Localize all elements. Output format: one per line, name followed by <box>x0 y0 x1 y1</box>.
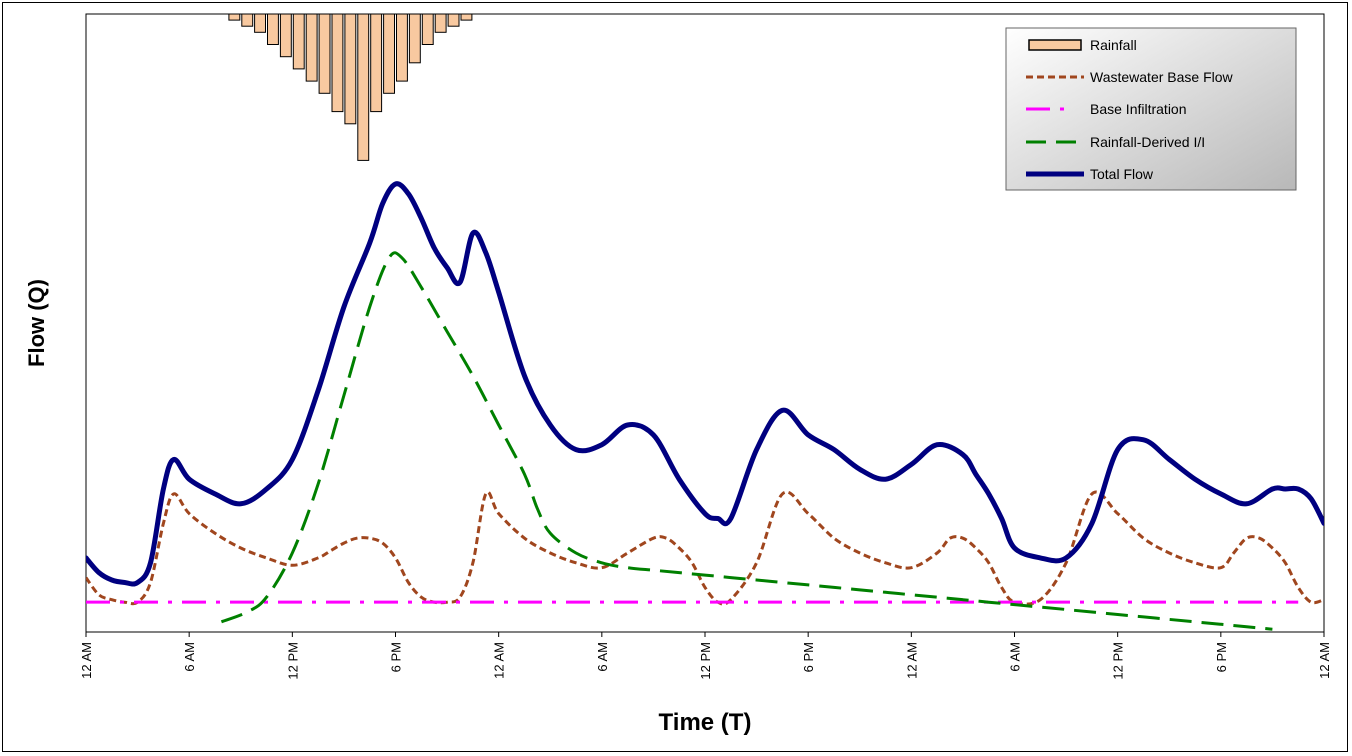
legend-label-rdii: Rainfall-Derived I/I <box>1090 134 1205 150</box>
x-axis-label: Time (T) <box>659 709 752 736</box>
series-layer <box>86 181 1324 631</box>
x-tick-label: 6 AM <box>1008 642 1023 672</box>
rainfall-bar <box>254 13 267 33</box>
legend-box <box>1005 27 1297 191</box>
x-tick-label: 12 PM <box>1111 642 1126 680</box>
rainfall-bar <box>408 13 421 64</box>
legend-swatch-rainfall <box>1028 39 1082 51</box>
x-tick-label: 6 PM <box>801 642 816 672</box>
x-tick-label: 12 PM <box>285 642 300 680</box>
rainfall-bar <box>292 13 305 70</box>
rainfall-bar <box>267 13 279 45</box>
rainfall-bar <box>447 13 460 27</box>
x-tick-label: 12 PM <box>698 642 713 680</box>
series-total-flow <box>86 181 1324 587</box>
series-rainfall-derived-ii <box>220 251 1273 631</box>
x-tick-label: 12 AM <box>492 642 507 679</box>
rainfall-bar <box>318 13 331 94</box>
x-tick-label: 6 AM <box>182 642 197 672</box>
rainfall-bar <box>279 13 292 58</box>
x-tick-label: 6 PM <box>389 642 404 672</box>
x-tick-label: 12 AM <box>1317 642 1332 679</box>
rainfall-bar <box>228 13 241 21</box>
x-tick-label: 6 AM <box>595 642 610 672</box>
legend-label-infiltration: Base Infiltration <box>1090 101 1187 117</box>
rainfall-bar <box>344 13 357 125</box>
x-tick-label: 12 AM <box>904 642 919 679</box>
rainfall-bar <box>331 13 344 113</box>
rainfall-bar <box>383 13 396 94</box>
rainfall-bar <box>421 13 434 45</box>
y-axis-label: Flow (Q) <box>24 279 49 367</box>
series-wastewater-base-flow <box>86 490 1324 606</box>
rainfall-bar <box>305 13 318 82</box>
rainfall-bars <box>228 13 473 161</box>
rainfall-bar <box>396 13 408 82</box>
x-axis-ticks: 12 AM 6 AM 12 PM 6 PM 12 AM 6 AM 12 PM 6 PM 12 A… <box>79 632 1332 680</box>
x-tick-label: 6 PM <box>1214 642 1229 672</box>
legend-label-rainfall: Rainfall <box>1090 37 1137 53</box>
rainfall-bar <box>434 13 447 33</box>
rainfall-bar <box>460 13 473 21</box>
rainfall-bar <box>370 13 383 113</box>
x-tick-label: 12 AM <box>79 642 94 679</box>
legend-label-wastewater: Wastewater Base Flow <box>1090 69 1234 85</box>
legend-label-total: Total Flow <box>1090 166 1154 182</box>
rainfall-bar <box>241 13 254 27</box>
legend: Rainfall Wastewater Base Flow Base Infil… <box>1005 27 1297 191</box>
rainfall-bar <box>357 13 370 161</box>
